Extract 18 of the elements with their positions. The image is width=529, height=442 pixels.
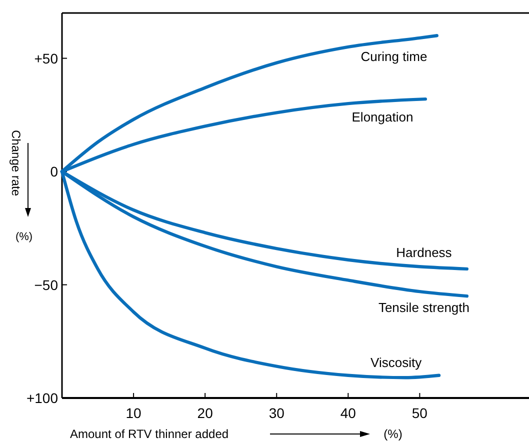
x-tick-label: 40: [340, 405, 356, 421]
x-tick-label: 10: [126, 405, 142, 421]
y-tick-label: −50: [34, 276, 58, 293]
series-label: Viscosity: [370, 355, 422, 370]
series-label: Hardness: [396, 244, 452, 260]
text: (%): [15, 231, 33, 243]
x-axis-title: Amount of RTV thinner added: [70, 427, 229, 441]
series-label: Curing time: [360, 49, 428, 64]
x-tick-label: 50: [412, 405, 428, 421]
x-tick-label: 30: [268, 405, 285, 421]
x-tick-label: 20: [197, 405, 214, 421]
series-label: Tensile strength: [378, 300, 470, 315]
y-tick-label: 0: [50, 164, 58, 180]
series-label: Elongation: [352, 110, 414, 125]
y-tick-label: +50: [34, 50, 58, 66]
y-tick-label: +100: [26, 390, 58, 406]
y-axis-title: Change rate: [9, 130, 23, 196]
text: (%): [384, 427, 402, 441]
